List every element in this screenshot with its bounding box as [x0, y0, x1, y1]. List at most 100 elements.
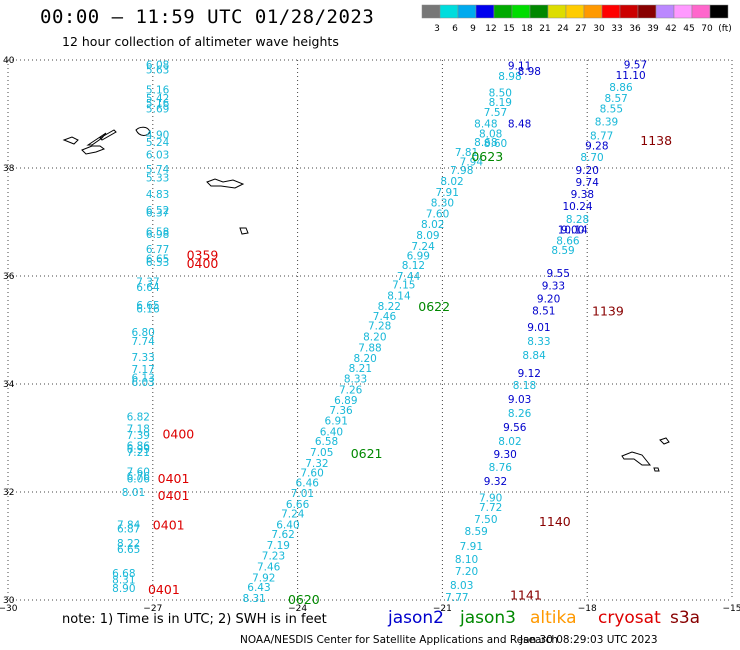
chart-subtitle: 12 hour collection of altimeter wave hei… — [62, 34, 339, 49]
island-outline — [621, 451, 652, 466]
wave-height-label: 7.74 — [131, 336, 155, 348]
pass-time-labels: 0359040004000401040104010401062306220621… — [148, 133, 672, 607]
wave-height-label: 8.02 — [440, 176, 463, 188]
wave-height-label: 6.40 — [320, 427, 343, 439]
wave-height-label: 5.33 — [146, 173, 169, 185]
pass-time-label: 1139 — [592, 304, 624, 319]
wave-height-label: 7.36 — [329, 405, 353, 417]
wave-height-label: 6.98 — [146, 229, 169, 241]
y-tick-label: 36 — [3, 272, 15, 282]
colorbar-label: (ft) — [718, 24, 731, 34]
wave-height-label: 8.70 — [580, 152, 603, 164]
colorbar-label: 24 — [557, 24, 569, 34]
wave-height-label: 7.01 — [291, 488, 314, 500]
grid-lines — [7, 59, 733, 601]
colorbar-label: 33 — [611, 24, 622, 34]
wave-height-label: 6.03 — [131, 377, 154, 389]
wave-height-label: 4.90 — [146, 130, 169, 142]
axis-labels: −30 −27 −24 −21 −18 −15 30 32 34 36 38 40 — [0, 56, 740, 614]
wave-height-labels: 6.085.635.165.425.165.694.905.246.035.74… — [112, 59, 647, 605]
wave-height-label: 5.69 — [146, 104, 169, 116]
wave-height-label: 9.55 — [547, 268, 570, 280]
pass-time-label: 0621 — [351, 446, 383, 461]
wave-height-label: 8.48 — [474, 119, 497, 131]
wave-height-label: 8.01 — [122, 487, 145, 499]
wave-height-label: 6.03 — [146, 150, 169, 162]
colorbar-label: 39 — [647, 24, 659, 34]
wave-height-label: 8.20 — [363, 331, 386, 343]
wave-height-label: 6.52 — [146, 205, 169, 217]
wave-height-label: 9.01 — [527, 322, 550, 334]
note-text: note: 1) Time is in UTC; 2) SWH is in fe… — [62, 612, 327, 627]
wave-height-label: 10.24 — [563, 201, 593, 213]
wave-height-label: 5.16 — [146, 98, 170, 110]
colorbar-label: 6 — [452, 24, 458, 34]
wave-height-label: 6.99 — [407, 250, 430, 262]
wave-height-label: 6.64 — [136, 282, 160, 294]
wave-height-label: 6.99 — [127, 444, 150, 456]
x-tick-label: −30 — [0, 604, 18, 614]
wave-height-label: 6.40 — [276, 519, 299, 531]
colorbar-label: 12 — [485, 24, 496, 34]
wave-height-label: 8.84 — [522, 350, 546, 362]
wave-height-label: 6.06 — [127, 474, 151, 486]
colorbar-label: 15 — [503, 24, 514, 34]
wave-height-label: 9.33 — [542, 281, 565, 293]
wave-height-label: 7.57 — [484, 107, 507, 119]
wave-height-label: 8.28 — [566, 214, 589, 226]
wave-height-label: 6.46 — [296, 477, 320, 489]
wave-height-label: 9.00 — [561, 225, 584, 237]
wave-height-label: 7.39 — [127, 430, 150, 442]
wave-height-label: 9.32 — [484, 476, 507, 488]
wave-height-label: 8.33 — [344, 374, 367, 386]
wave-height-label: 8.66 — [556, 235, 580, 247]
pass-time-label: 1141 — [510, 588, 542, 603]
wave-height-label: 7.24 — [281, 509, 305, 521]
wave-height-label: 7.94 — [460, 157, 484, 169]
wave-height-label: 7.60 — [426, 208, 449, 220]
island-outline — [99, 129, 117, 141]
wave-height-label: 8.77 — [590, 131, 613, 143]
wave-height-label: 5.74 — [146, 164, 170, 176]
pass-time-label: 0401 — [148, 582, 180, 597]
wave-height-label: 6.66 — [286, 499, 310, 511]
colorbar-label: 21 — [539, 24, 550, 34]
y-tick-label: 40 — [3, 56, 15, 66]
wave-height-label: 6.80 — [131, 327, 154, 339]
wave-height-label: 7.77 — [445, 592, 468, 604]
wave-height-label: 6.58 — [315, 436, 338, 448]
wave-height-label: 6.65 — [117, 544, 140, 556]
wave-height-label: 8.50 — [489, 87, 512, 99]
wave-height-label: 6.91 — [325, 416, 348, 428]
wave-height-label: 8.03 — [450, 580, 473, 592]
wave-height-label: 7.19 — [267, 540, 290, 552]
wave-height-label: 8.09 — [416, 230, 439, 242]
wave-height-label: 6.37 — [146, 207, 169, 219]
wave-height-label: 7.15 — [392, 280, 415, 292]
pass-time-label: 0400 — [162, 427, 194, 442]
wave-height-label: 8.18 — [513, 380, 536, 392]
wave-height-label: 7.05 — [310, 447, 333, 459]
wave-height-label: 8.68 — [474, 137, 497, 149]
colorbar-label: 3 — [434, 24, 440, 34]
wave-height-label: 7.33 — [131, 352, 154, 364]
wave-height-label: 6.82 — [127, 411, 150, 423]
wave-height-label: 8.39 — [595, 117, 618, 129]
wave-height-label: 6.53 — [146, 257, 169, 269]
pass-time-label: 0359 — [187, 247, 219, 262]
colorbar-label: 45 — [683, 24, 694, 34]
wave-height-label: 7.23 — [262, 551, 285, 563]
wave-height-label: 9.11 — [508, 60, 531, 72]
colorbar-label: 36 — [629, 24, 641, 34]
wave-height-label: 8.30 — [431, 198, 454, 210]
y-tick-label: 30 — [3, 596, 15, 606]
colorbar-label: 27 — [575, 24, 586, 34]
wave-height-label: 8.98 — [498, 71, 521, 83]
pass-time-label: 0401 — [158, 471, 190, 486]
wave-height-label: 6.13 — [131, 373, 154, 385]
island-outline — [239, 227, 249, 235]
wave-height-label: 8.31 — [112, 574, 135, 586]
chart-title: 00:00 – 11:59 UTC 01/28/2023 — [40, 6, 375, 28]
colorbar-label: 70 — [701, 24, 713, 34]
